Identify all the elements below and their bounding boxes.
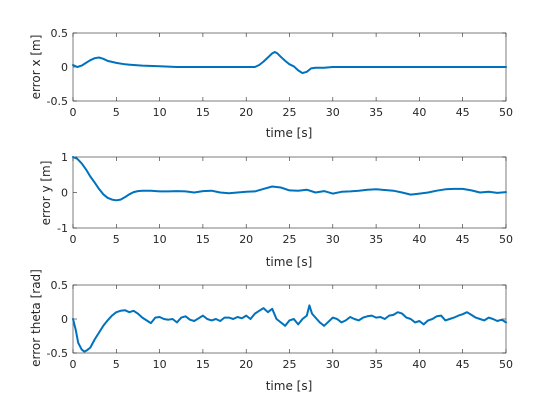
x-tick-label: 45 <box>456 106 470 119</box>
subplot-error-x: error x [m] time [s] 0 5 10 15 20 25 30 35 40 45 5… <box>29 27 513 140</box>
x-tick-label: 15 <box>196 106 210 119</box>
x-tick-label: 50 <box>499 358 513 371</box>
x-tick-label: 15 <box>196 358 210 371</box>
y-tick-label: 0.5 <box>51 27 69 40</box>
axes-box <box>72 156 507 229</box>
xlabel-time: time [s] <box>266 126 313 140</box>
x-tick-label: 5 <box>113 358 120 371</box>
series-line <box>72 304 507 353</box>
x-tick-label: 10 <box>153 358 167 371</box>
ylabel-error-y: error y [m] <box>39 161 53 226</box>
axes-box <box>72 284 507 354</box>
x-tick-label: 50 <box>499 106 513 119</box>
x-tick-label: 10 <box>153 106 167 119</box>
x-tick-label: 45 <box>456 358 470 371</box>
subplot-error-theta: error theta [rad] time [s] 0 5 10 15 20 25 30 3… <box>29 269 513 393</box>
x-tick-label: 20 <box>239 233 253 246</box>
x-tick-label: 5 <box>113 233 120 246</box>
y-tick-label: 0 <box>61 313 68 326</box>
x-tick-label: 30 <box>326 358 340 371</box>
ylabel-error-theta: error theta [rad] <box>29 269 43 367</box>
x-tick-label: 0 <box>70 106 77 119</box>
x-tick-label: 40 <box>412 233 426 246</box>
y-tick-label: 1 <box>61 151 68 164</box>
ylabel-error-x: error x [m] <box>29 35 43 100</box>
x-tick-label: 35 <box>369 233 383 246</box>
x-tick-label: 10 <box>153 233 167 246</box>
x-tick-label: 30 <box>326 106 340 119</box>
series-line <box>72 51 507 75</box>
x-tick-label: 0 <box>70 358 77 371</box>
subplot-error-y: error y [m] time [s] 0 5 10 15 20 25 30 35 40 45 5… <box>39 151 513 269</box>
y-tick-label: 0 <box>61 61 68 74</box>
x-tick-label: 25 <box>283 106 297 119</box>
x-tick-label: 50 <box>499 233 513 246</box>
x-tick-label: 15 <box>196 233 210 246</box>
y-tick-label: -1 <box>57 222 68 235</box>
y-tick-label: -0.5 <box>47 95 68 108</box>
x-tick-label: 35 <box>369 358 383 371</box>
x-tick-label: 0 <box>70 233 77 246</box>
y-tick-label: -0.5 <box>47 347 68 360</box>
x-tick-label: 20 <box>239 358 253 371</box>
x-tick-label: 25 <box>283 233 297 246</box>
x-tick-label: 25 <box>283 358 297 371</box>
series-line <box>72 156 507 202</box>
y-tick-label: 0 <box>61 187 68 200</box>
x-tick-label: 40 <box>412 106 426 119</box>
x-tick-label: 20 <box>239 106 253 119</box>
xlabel-time: time [s] <box>266 255 313 269</box>
x-tick-label: 30 <box>326 233 340 246</box>
xlabel-time: time [s] <box>266 379 313 393</box>
y-tick-label: 0.5 <box>51 279 69 292</box>
x-tick-label: 5 <box>113 106 120 119</box>
x-tick-label: 45 <box>456 233 470 246</box>
x-tick-label: 40 <box>412 358 426 371</box>
x-tick-label: 35 <box>369 106 383 119</box>
